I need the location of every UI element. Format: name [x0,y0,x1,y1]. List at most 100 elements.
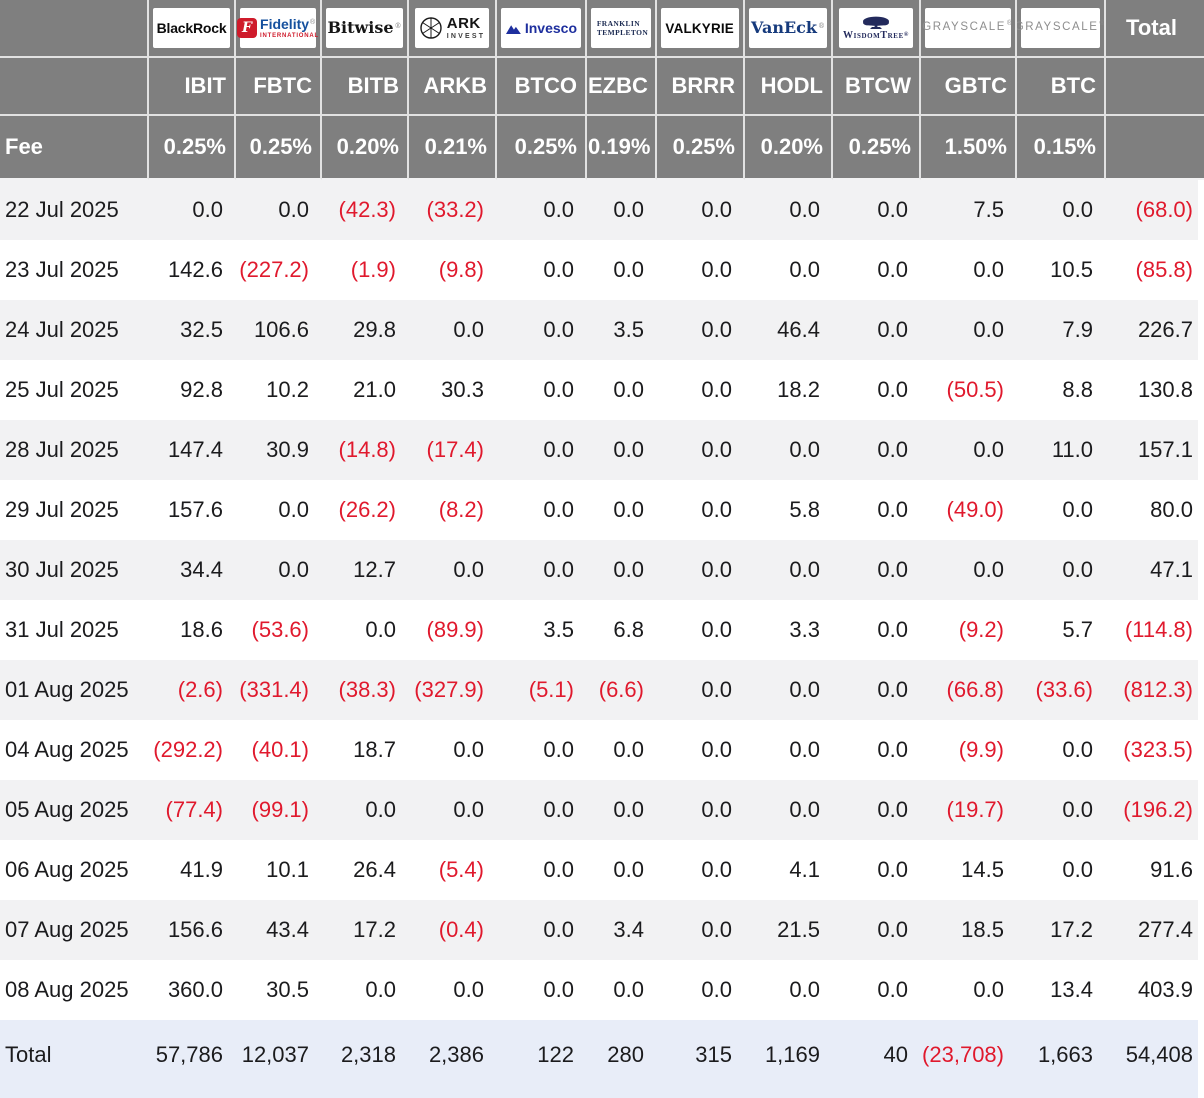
flow-value: 7.5 [921,180,1017,240]
flow-value: 0.0 [701,617,732,642]
total-column-header: Total [1106,0,1204,58]
date-cell: 31 Jul 2025 [5,617,119,642]
flow-value: 0.0 [833,900,921,960]
flow-value: 43.4 [236,900,322,960]
flow-value: 0.0 [236,540,322,600]
flow-value: 0.0 [409,540,497,600]
corner-cell [0,0,149,58]
flow-value: 8.8 [1062,377,1093,402]
flow-value: (33.6) [1017,660,1106,720]
flow-value: 0.0 [833,660,921,720]
ticker-header-fbtc: FBTC [236,58,322,116]
flow-value: 142.6 [167,257,223,282]
flow-row: 30 Jul 2025 34.4 0.0 12.7 0.0 0.0 0.0 0.0 0.0 0.0… [0,540,1204,600]
date-cell: 23 Jul 2025 [5,257,119,282]
flow-value: 0.0 [877,857,908,882]
flow-value: 30.9 [236,420,322,480]
invesco-logo: Invesco [501,8,581,48]
flow-value: 0.0 [657,540,745,600]
fee-value-btco: 0.25% [497,116,587,180]
flow-value: 18.7 [353,737,396,762]
flow-value: 0.0 [745,660,833,720]
flow-value: (14.8) [322,420,409,480]
flow-value: 3.5 [587,300,657,360]
flow-value: 0.0 [322,780,409,840]
flow-value: 0.0 [657,180,745,240]
fee-row: Fee 0.25% 0.25% 0.20% 0.21% 0.25% 0.19% 0.25% 0… [0,116,1204,180]
flow-value: 106.6 [236,300,322,360]
flow-value: (50.5) [946,377,1004,402]
flow-value: 80.0 [1106,480,1204,540]
franklin-templeton-logo: FRANKLIN TEMPLETON [591,8,651,48]
invesco-logo-text: Invesco [524,20,577,36]
logo-cell-btcw: WisdomTree® [833,0,921,58]
flow-value: 26.4 [353,857,396,882]
flow-row: 06 Aug 2025 41.9 10.1 26.4 (5.4) 0.0 0.0 0.0 4.1… [0,840,1204,900]
date-cell: 07 Aug 2025 [0,900,149,960]
wisdomtree-tree-icon [862,16,889,29]
flow-value: 0.0 [613,857,644,882]
flow-value: 0.0 [789,257,820,282]
flow-value: (9.2) [958,617,1004,642]
fidelity-logo-text: Fidelity® [260,16,316,32]
wisdomtree-logo: WisdomTree® [839,8,913,48]
flow-value: 0.0 [278,497,309,522]
flow-value: (42.3) [322,180,409,240]
flow-value: (19.7) [921,780,1017,840]
total-value: 315 [657,1020,745,1098]
flow-value: 30.5 [266,977,309,1002]
flow-value: 46.4 [745,300,833,360]
flow-value: 157.6 [167,497,223,522]
fee-value-fbtc: 0.25% [236,116,322,180]
flow-value: (68.0) [1106,180,1204,240]
flow-value: (5.4) [438,857,484,882]
ticker-row: IBIT FBTC BITB ARKB BTCO EZBC BRRR HODL BTCW GBTC… [0,58,1204,116]
flow-value: 91.6 [1106,840,1204,900]
flow-value: 130.8 [1106,360,1204,420]
flow-value: 0.0 [613,737,644,762]
flow-value: 0.0 [657,900,745,960]
flow-value: (40.1) [251,737,309,762]
flow-value: 0.0 [543,257,574,282]
total-value: 1,663 [1017,1020,1106,1098]
flow-value: 0.0 [543,737,574,762]
flow-value: 0.0 [365,977,396,1002]
fee-value-brrr: 0.25% [657,116,745,180]
logo-cell-ezbc: FRANKLIN TEMPLETON [587,0,657,58]
flow-value: 0.0 [1017,540,1106,600]
flow-value: 0.0 [453,977,484,1002]
flow-row: 24 Jul 2025 32.5 106.6 29.8 0.0 0.0 3.5 0.0 46.4… [0,300,1204,360]
flow-value: 10.1 [266,857,309,882]
ticker-header-btcw: BTCW [833,58,921,116]
flow-value: 0.0 [973,257,1004,282]
total-value: 40 [833,1020,921,1098]
flow-value: 0.0 [921,300,1017,360]
flow-value: 0.0 [877,737,908,762]
fidelity-f-icon: F [237,18,258,38]
flow-row: 22 Jul 2025 0.0 0.0 (42.3) (33.2) 0.0 0.0 0.0 0.… [0,180,1204,240]
date-cell: 05 Aug 2025 [0,780,149,840]
flow-value: (327.9) [409,660,497,720]
flow-value: 0.0 [613,377,644,402]
date-cell: 24 Jul 2025 [0,300,149,360]
blackrock-logo-text: BlackRock [156,20,227,36]
flow-value: 0.0 [657,420,745,480]
ark-globe-icon [420,17,442,39]
flow-value: 403.9 [1106,960,1204,1020]
flow-value: 21.0 [353,377,396,402]
flow-row: 28 Jul 2025 147.4 30.9 (14.8) (17.4) 0.0 0.0 0.… [0,420,1204,480]
flow-value: 0.0 [1017,780,1106,840]
flow-value: 0.0 [701,377,732,402]
ticker-header-hodl: HODL [745,58,833,116]
flow-value: 0.0 [701,977,732,1002]
flow-value: 18.6 [180,617,223,642]
flow-value: (292.2) [153,737,223,762]
flow-value: 0.0 [921,540,1017,600]
flow-value: 32.5 [149,300,236,360]
flow-value: 21.5 [745,900,833,960]
flow-value: 0.0 [657,660,745,720]
ticker-header-btc: BTC [1017,58,1106,116]
fee-total-spacer [1106,116,1204,180]
logo-cell-fbtc: F Fidelity® INTERNATIONAL [236,0,322,58]
